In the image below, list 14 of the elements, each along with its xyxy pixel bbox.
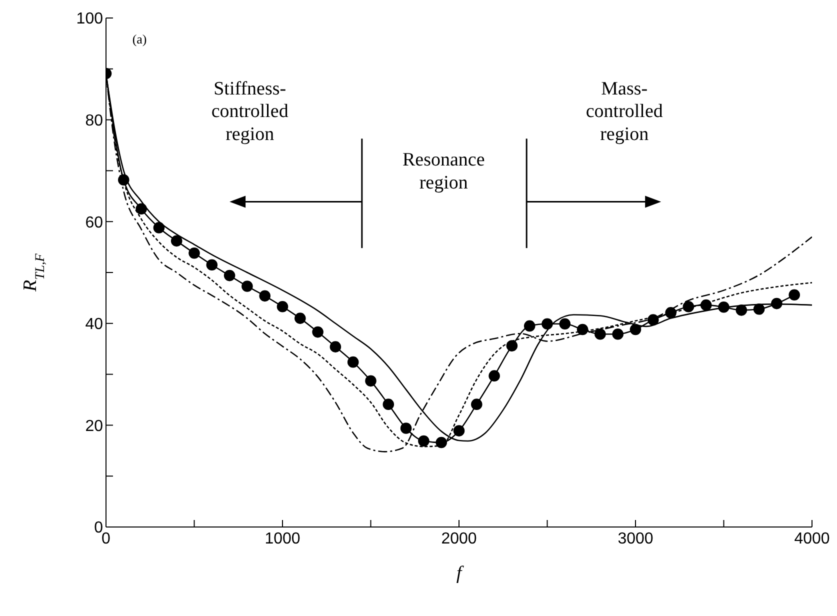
- y-tick-label: 80: [85, 112, 104, 130]
- x-axis-title: f: [456, 563, 464, 584]
- annotation: Resonance region: [402, 150, 485, 194]
- annotation: Mass-controlled region: [586, 78, 664, 145]
- x-tick-label: 3000: [618, 530, 654, 548]
- y-tick-label: 100: [76, 10, 104, 28]
- annotation: (a): [132, 31, 147, 46]
- annotation: Stiffness-controlled region: [211, 78, 289, 145]
- y-tick-label: 20: [85, 418, 104, 435]
- x-tick-label: 1000: [264, 530, 300, 548]
- y-tick-label: 60: [85, 214, 104, 232]
- y-tick-label: 40: [85, 316, 104, 334]
- x-tick-label: 4000: [794, 530, 830, 548]
- x-tick-label: 2000: [441, 530, 477, 548]
